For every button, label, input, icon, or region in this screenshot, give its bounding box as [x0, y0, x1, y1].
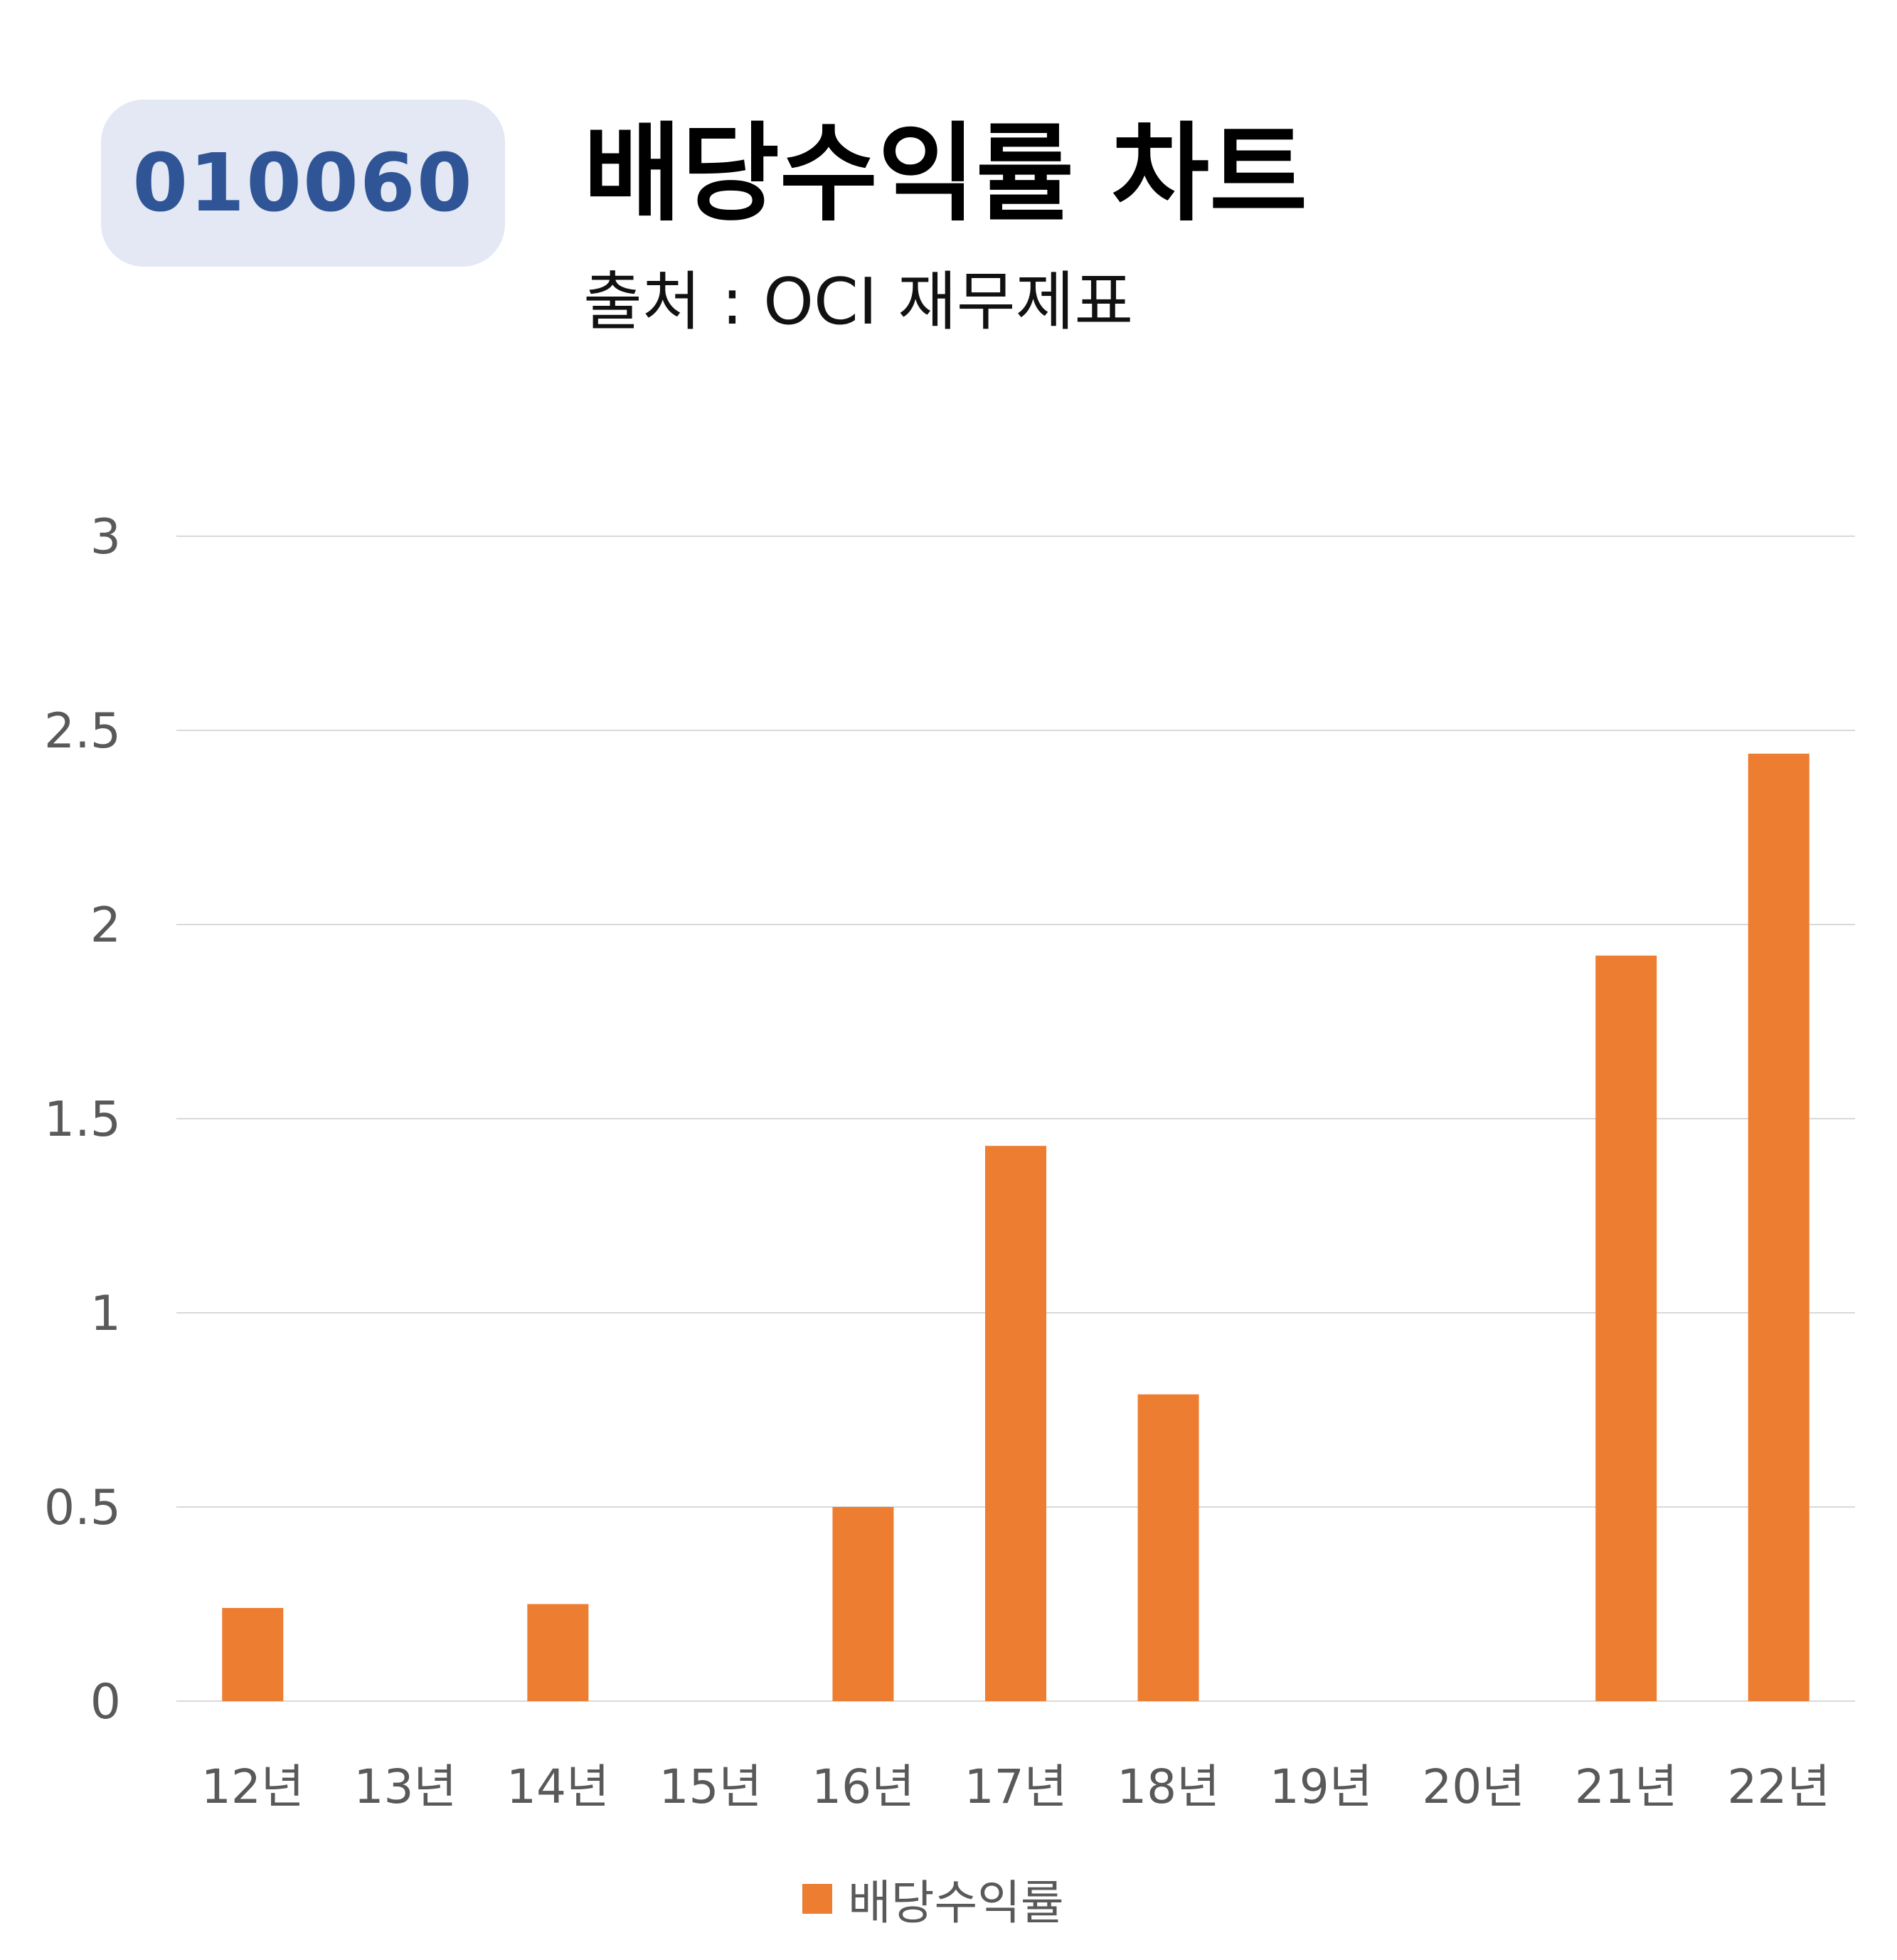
y-tick-label: 2.5	[44, 703, 121, 760]
x-tick-label: 17년	[965, 1759, 1068, 1814]
stock-code: 010060	[132, 137, 474, 230]
bar-22년	[1748, 753, 1810, 1701]
legend-label: 배당수익률	[848, 1875, 1064, 1930]
x-tick-label: 12년	[201, 1759, 304, 1814]
x-tick-label: 19년	[1270, 1759, 1373, 1814]
x-tick-label: 18년	[1117, 1759, 1220, 1814]
x-tick-label: 14년	[506, 1759, 610, 1814]
x-tick-label: 16년	[812, 1759, 915, 1814]
y-tick-label: 3	[90, 509, 121, 565]
bar-16년	[832, 1507, 894, 1701]
y-tick-label: 1.5	[44, 1092, 121, 1148]
bar-18년	[1137, 1394, 1199, 1701]
legend-swatch	[802, 1884, 832, 1914]
chart-title: 배당수익률 차트	[583, 112, 1308, 236]
y-tick-label: 1	[90, 1286, 121, 1342]
bar-14년	[527, 1604, 589, 1701]
stock-code-badge: 010060	[101, 100, 505, 267]
x-tick-label: 13년	[354, 1759, 457, 1814]
y-axis-ticks: 0 0.5 1 1.5 2 2.5 3	[44, 509, 121, 1730]
bar-21년	[1595, 955, 1657, 1701]
y-tick-label: 2	[90, 898, 121, 954]
x-tick-label: 21년	[1575, 1759, 1678, 1814]
bar-17년	[985, 1146, 1046, 1701]
bar-12년	[222, 1607, 284, 1701]
y-tick-label: 0.5	[44, 1480, 121, 1536]
bars	[222, 753, 1810, 1701]
legend: 배당수익률	[802, 1865, 1064, 1933]
y-tick-label: 0	[90, 1674, 121, 1730]
chart-subtitle: 출처 : OCI 재무제표	[583, 265, 1134, 339]
x-axis-ticks: 12년 13년 14년 15년 16년 17년 18년 19년 20년 21년 22년	[201, 1759, 1830, 1814]
x-tick-label: 15년	[659, 1759, 762, 1814]
x-tick-label: 20년	[1422, 1759, 1525, 1814]
x-tick-label: 22년	[1727, 1759, 1830, 1814]
